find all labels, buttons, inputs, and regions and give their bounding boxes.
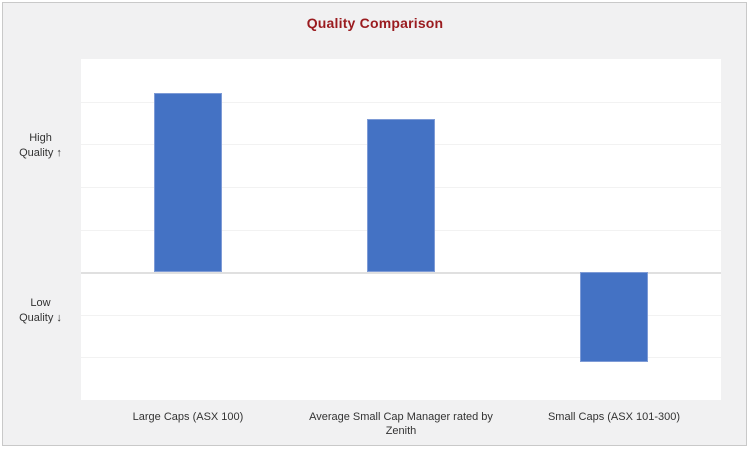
y-axis-label-high-quality: High Quality ↑ [0,131,81,161]
bar-average-small-cap-manager [367,118,435,273]
y-axis-label-line: High [29,132,52,144]
y-axis-label-line: Low [30,297,51,309]
y-axis-label-line: Quality ↓ [19,312,62,324]
bar-small-caps [580,272,649,362]
plot-area [81,59,721,400]
zero-axis-line [81,272,721,275]
y-axis-label-low-quality: Low Quality ↓ [0,296,81,326]
gridline [81,357,721,359]
gridline [81,101,721,103]
x-axis-label-average-small-cap-manager: Average Small Cap Manager rated by Zenit… [309,411,493,437]
y-axis-label-line: Quality ↑ [19,147,62,159]
bar-large-caps [153,93,222,273]
x-axis-label-small-caps: Small Caps (ASX 101-300) [547,411,681,423]
gridline [81,314,721,316]
chart-title: Quality Comparison [306,15,444,31]
x-axis-label-large-caps: Large Caps (ASX 100) [132,411,244,423]
